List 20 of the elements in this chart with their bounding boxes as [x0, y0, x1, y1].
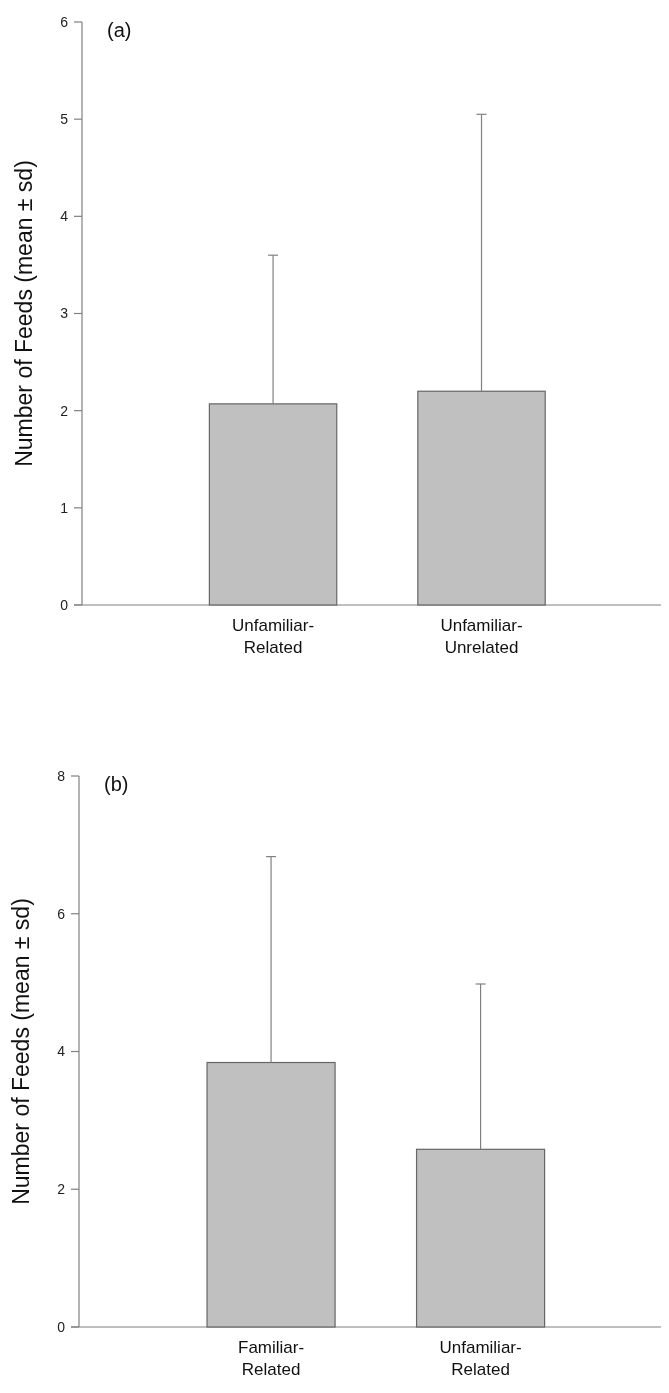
y-tick-label: 2: [57, 1181, 66, 1198]
x-tick-label: Unfamiliar- Unrelated: [440, 616, 523, 657]
chart-title: (a): [107, 19, 132, 41]
y-tick-label: 6: [57, 905, 66, 922]
y-tick-label: 3: [60, 305, 69, 322]
x-tick-label: Unfamiliar- Related: [439, 1338, 522, 1379]
y-tick-label: 1: [60, 499, 69, 516]
y-axis-title: Number of Feeds (mean ± sd): [11, 160, 37, 467]
y-tick-label: 6: [60, 13, 69, 30]
x-tick-label: Familiar- Related: [238, 1338, 305, 1379]
y-tick-label: 2: [60, 402, 69, 419]
y-axis-title: Number of Feeds (mean ± sd): [8, 898, 34, 1205]
y-tick-label: 5: [60, 111, 69, 128]
y-tick-label: 4: [57, 1043, 66, 1060]
y-tick-label: 0: [57, 1318, 66, 1335]
chart-title: (b): [104, 773, 129, 795]
y-tick-label: 8: [57, 767, 66, 784]
y-tick-label: 0: [60, 596, 69, 613]
y-tick-label: 4: [60, 208, 69, 225]
x-tick-label: Unfamiliar- Related: [231, 616, 315, 657]
